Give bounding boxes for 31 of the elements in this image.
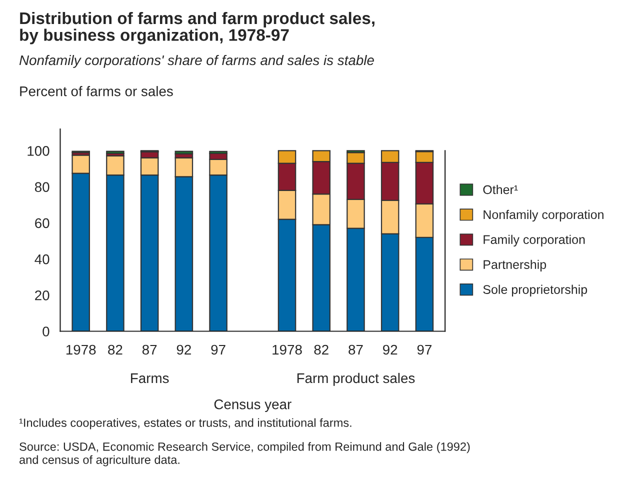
y-tick-label: 60 [35,218,50,228]
bar [106,150,124,154]
y-tick-label: 100 [28,146,50,156]
x-tick-label: 92 [176,344,191,355]
text: ¹Includes cooperatives, estates or trusts, and institutional farms. [19,418,352,430]
x-tick-label: 97 [211,344,226,355]
source-note: Source: USDA, Economic Research Service, compiled from Reimund and Gale (1992) and census of agriculture data. [20,442,470,466]
y-tick-label: 0 [42,326,50,336]
y-tick-label: 20 [35,290,50,300]
legend-label: Other¹ [483,184,518,194]
legend-label: Sole proprietorship [483,284,588,296]
x-tick-label: 1978 [272,344,302,355]
x-axis-title: Census year [214,399,292,412]
text: Farm product sales [297,372,415,386]
x-tick-label: 97 [417,344,432,355]
bar [174,150,194,154]
chart-subtitle: Nonfamily corporations' share of farms and sales is stable [19,54,374,68]
x-tick-label: 92 [383,344,398,355]
x-tick-label: 87 [348,344,363,355]
legend-label: Nonfamily corporation [484,210,604,222]
chart-title: Distribution of farms and farm product sales, by business organization, 1978-97 [20,12,374,44]
y-axis-title: Percent of farms or sales [20,86,173,96]
text: Farms [131,373,169,384]
legend-label: Family corporation [484,234,585,246]
y-tick-label: 40 [34,254,50,264]
x-tick-label: 1978 [66,344,96,355]
x-tick-label: 82 [108,344,122,355]
y-tick-label: 80 [34,182,50,192]
x-tick-label: 87 [142,344,157,355]
x-tick-label: 82 [314,344,328,355]
legend-label: Partnership [484,260,546,272]
